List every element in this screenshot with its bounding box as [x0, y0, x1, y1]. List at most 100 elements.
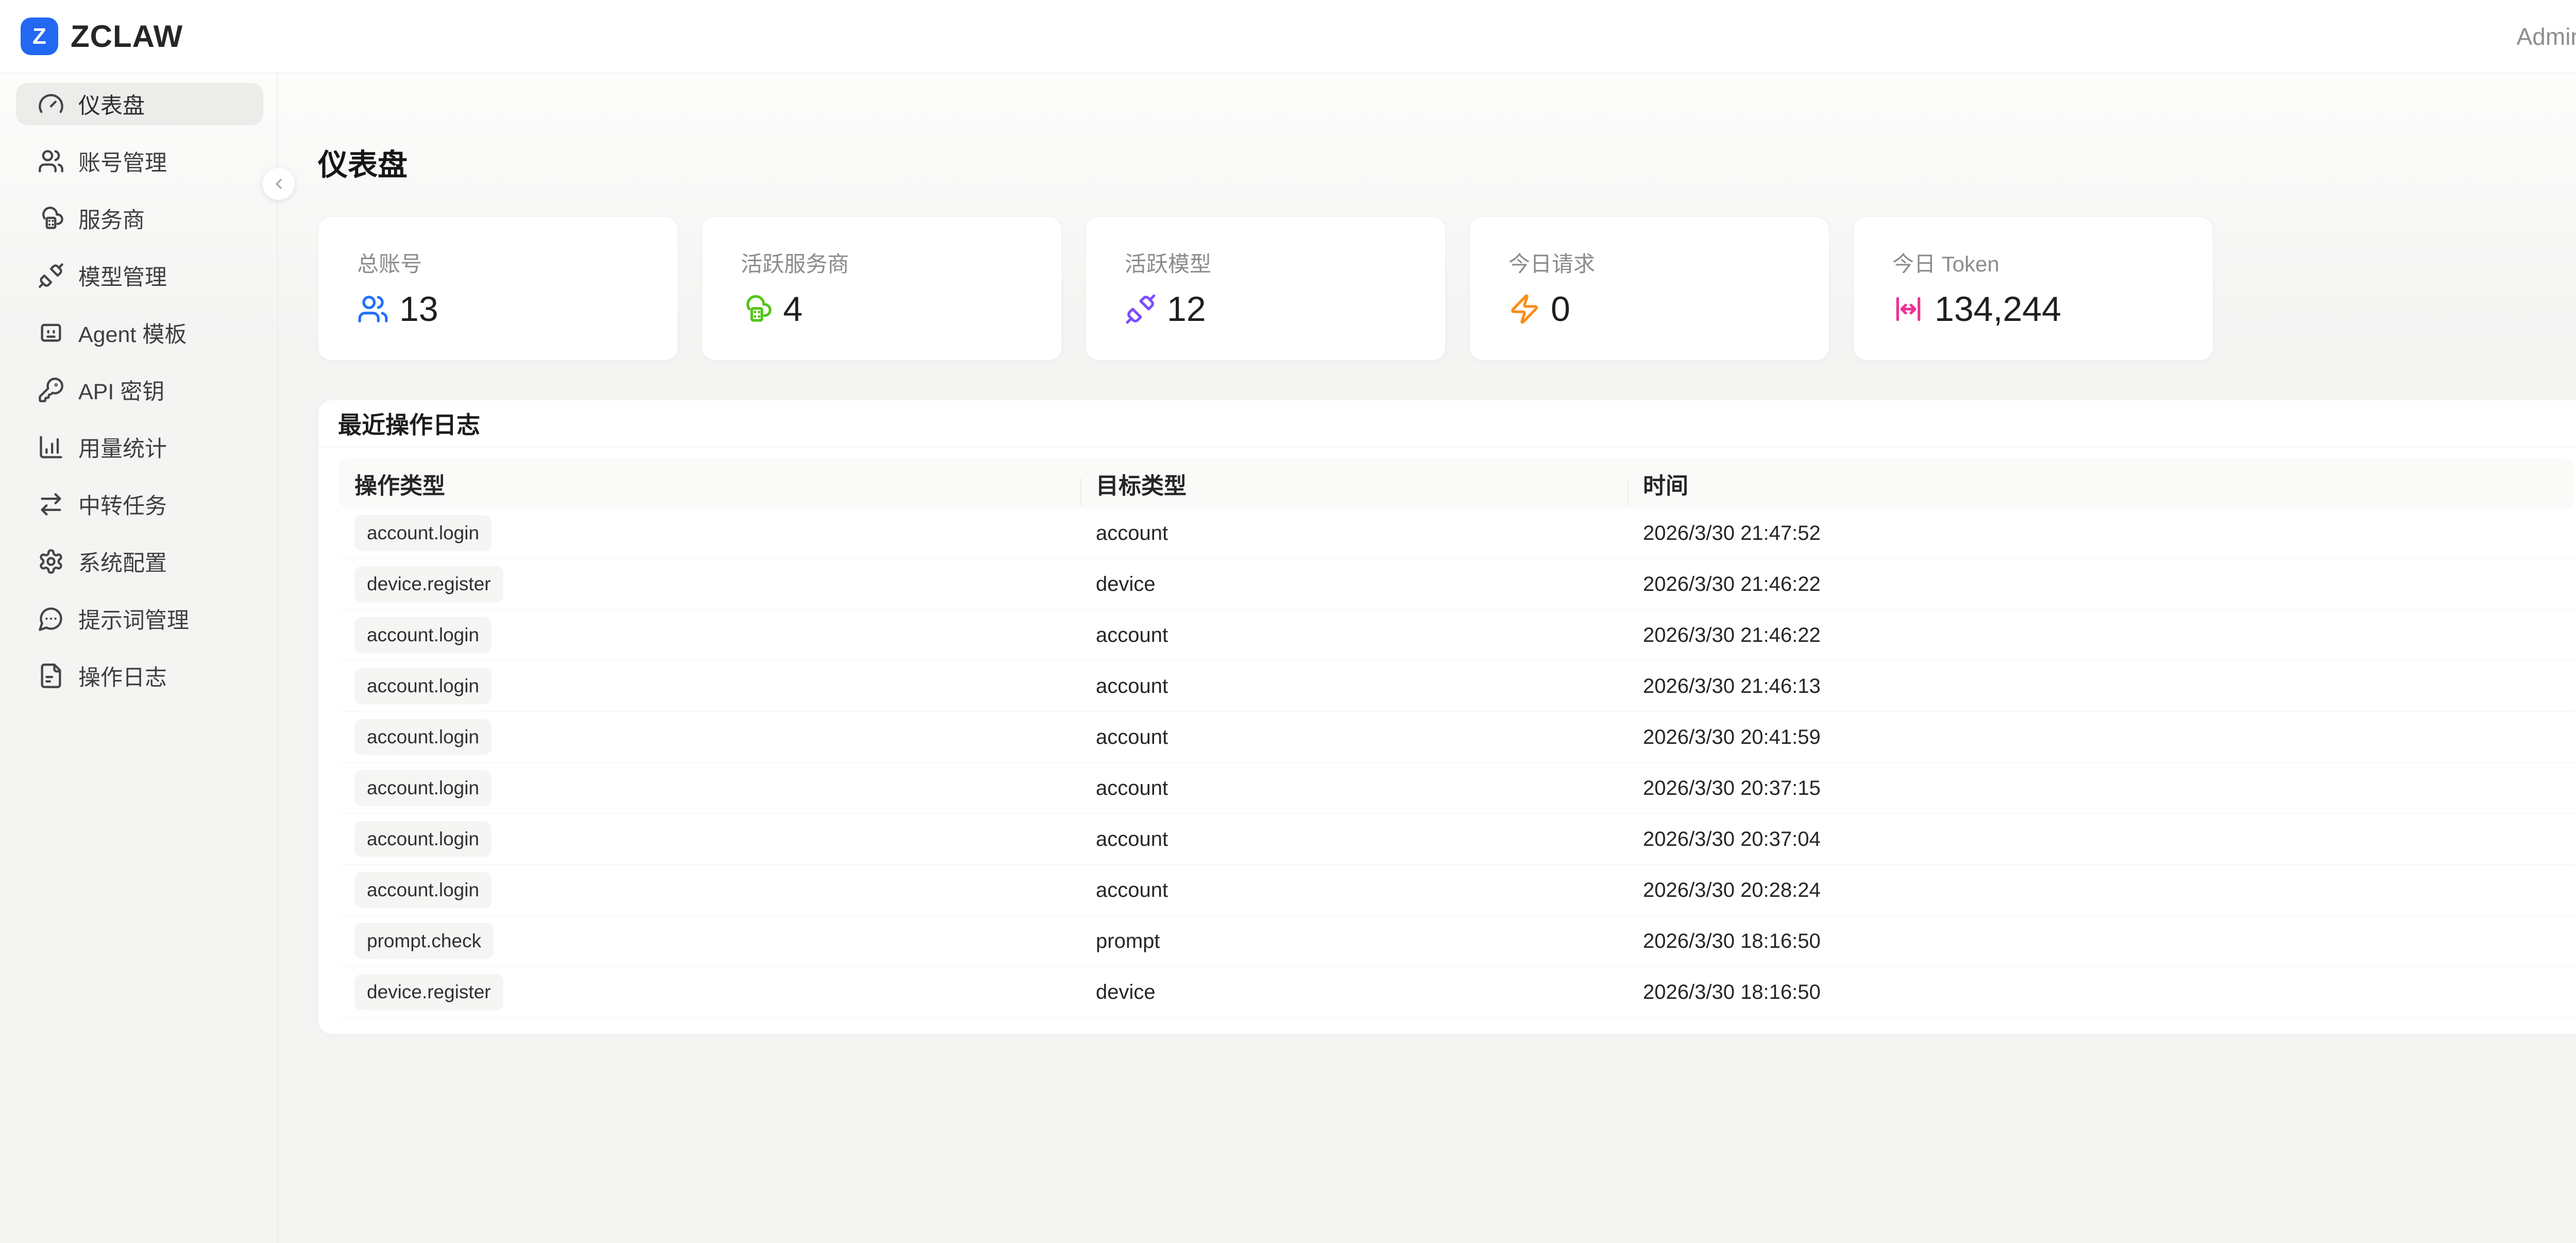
gear-icon [38, 548, 64, 575]
sidebar-item-providers[interactable]: 服务商 [16, 197, 263, 240]
target-type-cell: account [1096, 725, 1168, 748]
arrows-swap-icon [38, 491, 64, 518]
token-width-icon [1892, 293, 1924, 325]
stats-row: 总账号 13 活跃服务商 4 活跃模型 [318, 216, 2576, 361]
gauge-icon [38, 91, 64, 117]
stat-card-total-accounts: 总账号 13 [318, 216, 678, 361]
stat-card-active-providers: 活跃服务商 4 [702, 216, 1062, 361]
op-type-badge: account.login [354, 872, 492, 908]
target-type-cell: account [1096, 674, 1168, 697]
op-type-badge: account.login [354, 770, 492, 806]
cloud-server-icon [38, 205, 64, 232]
op-type-badge: account.login [354, 719, 492, 755]
table-row: account.login account 2026/3/30 20:37:15 [339, 763, 2574, 814]
op-type-badge: account.login [354, 668, 492, 704]
app-body: 仪表盘 账号管理 服务商 模型管理 Agent 模板 API 密钥 [0, 73, 2576, 1243]
sidebar-item-label: 仪表盘 [78, 94, 145, 118]
target-type-cell: account [1096, 776, 1168, 799]
table-row: account.login account 2026/3/30 20:28:24 [339, 865, 2574, 916]
sidebar-item-dashboard[interactable]: 仪表盘 [16, 83, 263, 125]
sidebar-item-agent-templates[interactable]: Agent 模板 [16, 312, 263, 354]
sidebar-item-models[interactable]: 模型管理 [16, 254, 263, 297]
op-type-badge: account.login [354, 821, 492, 857]
main-content: 仪表盘 总账号 13 活跃服务商 4 [278, 73, 2576, 1243]
top-header: Z ZCLAW Admin [0, 0, 2576, 73]
sidebar-item-label: 中转任务 [78, 494, 167, 519]
op-type-badge: prompt.check [354, 923, 494, 959]
sidebar-item-system-config[interactable]: 系统配置 [16, 540, 263, 583]
sidebar-nav: 仪表盘 账号管理 服务商 模型管理 Agent 模板 API 密钥 [0, 73, 278, 1243]
sidebar-item-usage-stats[interactable]: 用量统计 [16, 426, 263, 468]
time-cell: 2026/3/30 21:46:22 [1643, 572, 1821, 595]
table-row: device.register device 2026/3/30 21:46:2… [339, 559, 2574, 610]
sidebar-item-label: Agent 模板 [78, 322, 187, 347]
bot-icon [38, 319, 64, 346]
stat-label: 今日 Token [1892, 252, 1999, 276]
sidebar-collapse-button[interactable] [263, 168, 295, 200]
users-icon [357, 293, 389, 325]
plug-icon [1125, 293, 1157, 325]
time-cell: 2026/3/30 18:16:50 [1643, 929, 1821, 952]
sidebar-item-operation-logs[interactable]: 操作日志 [16, 655, 263, 697]
op-type-badge: device.register [354, 974, 503, 1010]
stat-card-today-tokens: 今日 Token 134,244 [1853, 216, 2213, 361]
chevron-left-icon [276, 179, 282, 189]
stat-card-active-models: 活跃模型 12 [1086, 216, 1446, 361]
sidebar-item-label: 操作日志 [78, 666, 167, 690]
stat-label: 活跃模型 [1125, 252, 1212, 276]
sidebar-item-label: 账号管理 [78, 151, 167, 176]
time-cell: 2026/3/30 20:41:59 [1643, 725, 1821, 748]
op-type-badge: device.register [354, 566, 503, 602]
target-type-cell: account [1096, 623, 1168, 646]
op-type-badge: account.login [354, 617, 492, 653]
stat-label: 活跃服务商 [741, 252, 850, 276]
stat-value: 134,244 [1935, 290, 2061, 329]
time-cell: 2026/3/30 18:16:50 [1643, 980, 1821, 1003]
sidebar-item-accounts[interactable]: 账号管理 [16, 140, 263, 182]
file-text-icon [38, 662, 64, 689]
time-cell: 2026/3/30 21:46:13 [1643, 674, 1821, 697]
sidebar-item-prompts[interactable]: 提示词管理 [16, 598, 263, 640]
recent-logs-table: 操作类型 目标类型 时间 account.login account 2026/… [318, 447, 2576, 1034]
zap-icon [1509, 293, 1540, 325]
target-type-cell: account [1096, 878, 1168, 901]
table-row: account.login account 2026/3/30 20:37:04 [339, 814, 2574, 865]
brand-logo: Z [21, 18, 58, 55]
plug-icon [38, 262, 64, 289]
time-cell: 2026/3/30 21:47:52 [1643, 521, 1821, 544]
target-type-cell: account [1096, 827, 1168, 850]
sidebar-item-label: 模型管理 [78, 265, 167, 290]
recent-logs-title: 最近操作日志 [318, 400, 2576, 447]
recent-logs-card: 最近操作日志 操作类型 目标类型 时间 account.login accoun… [318, 400, 2576, 1034]
sidebar-item-label: 用量统计 [78, 437, 167, 462]
time-cell: 2026/3/30 21:46:22 [1643, 623, 1821, 646]
target-type-cell: device [1096, 980, 1156, 1003]
time-cell: 2026/3/30 20:37:04 [1643, 827, 1821, 850]
message-dots-icon [38, 605, 64, 632]
table-row: account.login account 2026/3/30 21:46:22 [339, 610, 2574, 661]
cloud-server-icon [741, 293, 773, 325]
sidebar-item-relay-tasks[interactable]: 中转任务 [16, 483, 263, 525]
stat-value: 12 [1167, 290, 1206, 329]
stat-label: 总账号 [357, 252, 422, 276]
time-cell: 2026/3/30 20:37:15 [1643, 776, 1821, 799]
key-icon [38, 377, 64, 403]
sidebar-item-api-keys[interactable]: API 密钥 [16, 369, 263, 411]
table-row: prompt.check prompt 2026/3/30 18:16:50 [339, 916, 2574, 967]
brand-name: ZCLAW [71, 19, 183, 54]
user-menu[interactable]: Admin [2516, 23, 2576, 50]
page-title: 仪表盘 [318, 148, 408, 182]
time-cell: 2026/3/30 20:28:24 [1643, 878, 1821, 901]
sidebar-item-label: 服务商 [78, 208, 145, 233]
table-row: device.register device 2026/3/30 18:16:5… [339, 967, 2574, 1018]
users-icon [38, 148, 64, 175]
sidebar-item-label: 系统配置 [78, 551, 167, 576]
table-header-row: 操作类型 目标类型 时间 [339, 459, 2574, 508]
stat-value: 0 [1551, 290, 1570, 329]
op-type-badge: account.login [354, 515, 492, 551]
target-type-cell: account [1096, 521, 1168, 544]
stat-card-today-requests: 今日请求 0 [1469, 216, 1829, 361]
table-row: account.login account 2026/3/30 20:41:59 [339, 712, 2574, 763]
column-header-time: 时间 [1628, 467, 2574, 506]
